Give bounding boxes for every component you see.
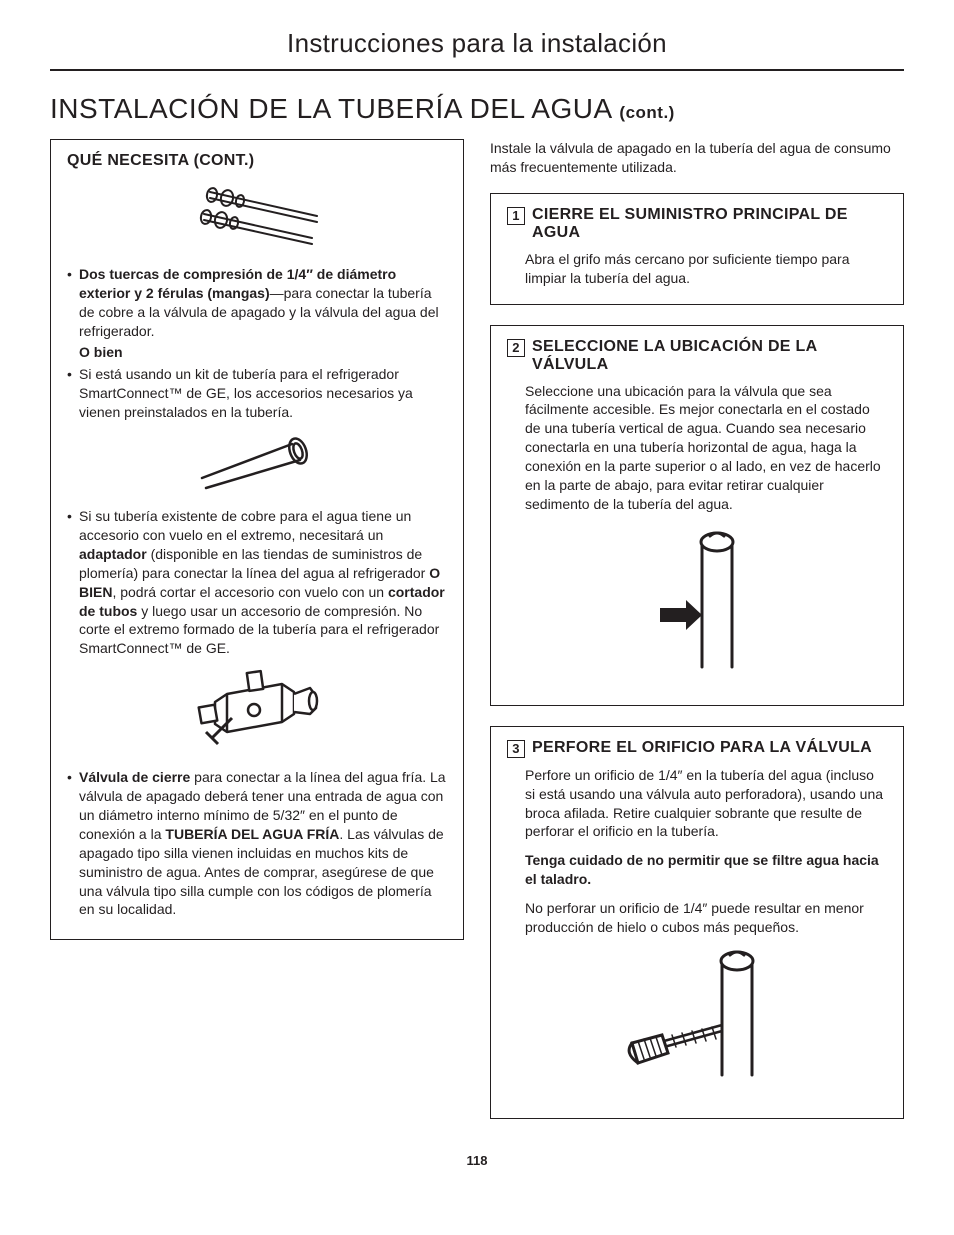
step-3-body2: No perforar un orificio de 1/4″ puede re…: [507, 899, 887, 937]
bullet-shutoff-valve: Válvula de cierre para conectar a la lín…: [67, 768, 447, 919]
right-column: Instale la válvula de apagado en la tube…: [490, 139, 904, 1139]
right-intro: Instale la válvula de apagado en la tube…: [490, 139, 904, 177]
step-2-body: Seleccione una ubicación para la válvula…: [507, 382, 887, 514]
step-3-head: 3 PERFORE EL ORIFICIO PARA LA VÁLVULA: [507, 739, 887, 758]
step-1-head: 1 CIERRE EL SUMINISTRO PRINCIPAL DE AGUA: [507, 206, 887, 242]
step-1-title: CIERRE EL SUMINISTRO PRINCIPAL DE AGUA: [532, 206, 887, 242]
step-2-number: 2: [507, 339, 525, 357]
section-title-main: INSTALACIÓN DE LA TUBERÍA DEL AGUA: [50, 93, 611, 124]
shutoff-valve-illustration: [67, 666, 447, 756]
drill-pipe-illustration: [507, 945, 887, 1090]
left-column: QUÉ NECESITA (CONT.): [50, 139, 464, 1139]
step-1-number: 1: [507, 207, 525, 225]
step-3-title: PERFORE EL ORIFICIO PARA LA VÁLVULA: [532, 739, 872, 757]
b3b: adaptador: [79, 546, 147, 562]
step-3-number: 3: [507, 740, 525, 758]
step-3-box: 3 PERFORE EL ORIFICIO PARA LA VÁLVULA Pe…: [490, 726, 904, 1119]
compression-nuts-illustration: [67, 178, 447, 253]
tube-end-illustration: [67, 430, 447, 495]
section-title: INSTALACIÓN DE LA TUBERÍA DEL AGUA (cont…: [50, 93, 904, 125]
bullet-adapter: Si su tubería existente de cobre para el…: [67, 507, 447, 658]
section-title-cont: (cont.): [619, 103, 674, 122]
page-number: 118: [50, 1153, 904, 1168]
bullet-smartconnect: Si está usando un kit de tubería para el…: [67, 365, 447, 422]
what-you-need-heading: QUÉ NECESITA (CONT.): [67, 152, 447, 170]
b3e: , podrá cortar el accesorio con vuelo co…: [112, 584, 388, 600]
vertical-pipe-illustration: [507, 522, 887, 677]
step-1-box: 1 CIERRE EL SUMINISTRO PRINCIPAL DE AGUA…: [490, 193, 904, 305]
step-2-title: SELECCIONE LA UBICACIÓN DE LA VÁLVULA: [532, 338, 887, 374]
b4c: TUBERÍA DEL AGUA FRÍA: [165, 826, 339, 842]
step-3-body1: Perfore un orificio de 1/4″ en la tuberí…: [507, 766, 887, 842]
step-3-caution: Tenga cuidado de no permitir que se filt…: [507, 851, 887, 889]
page-header: Instrucciones para la instalación: [50, 28, 904, 71]
step-2-box: 2 SELECCIONE LA UBICACIÓN DE LA VÁLVULA …: [490, 325, 904, 706]
b4a: Válvula de cierre: [79, 769, 190, 785]
step-2-head: 2 SELECCIONE LA UBICACIÓN DE LA VÁLVULA: [507, 338, 887, 374]
step-1-body: Abra el grifo más cercano por suficiente…: [507, 250, 887, 288]
bullet-compression-nuts: Dos tuercas de compresión de 1/4″ de diá…: [67, 265, 447, 361]
content-columns: QUÉ NECESITA (CONT.): [50, 139, 904, 1139]
bullet1-obien: O bien: [79, 343, 447, 362]
b3a: Si su tubería existente de cobre para el…: [79, 508, 411, 543]
what-you-need-box: QUÉ NECESITA (CONT.): [50, 139, 464, 940]
